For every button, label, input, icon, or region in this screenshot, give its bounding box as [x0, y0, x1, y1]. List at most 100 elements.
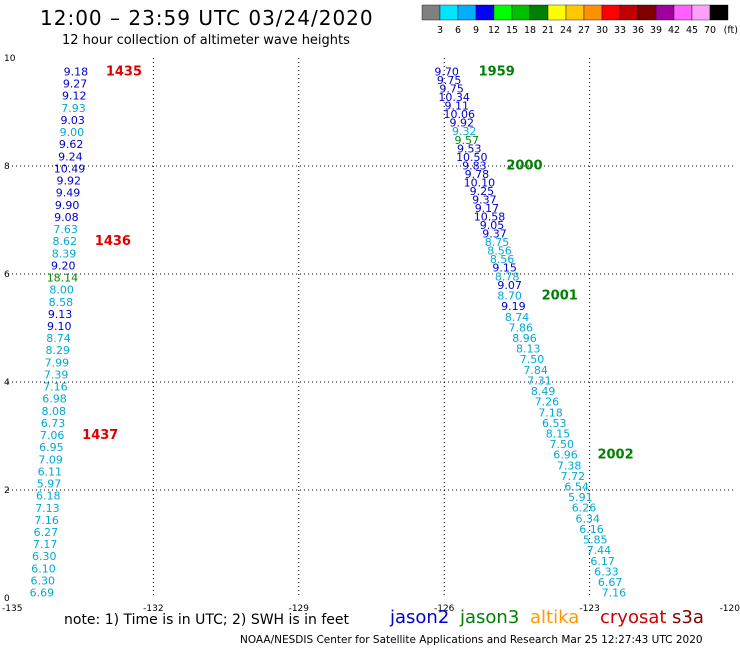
y-tick-label: 8: [4, 162, 10, 172]
wave-height-label: 10.50: [456, 151, 488, 164]
wave-height-label: 7.16: [43, 381, 68, 394]
color-legend: 3 6 9 12 15 18 21 24 27 30 33 36 39 42 45 70 (ft): [421, 4, 738, 36]
legend-tick-label: 33: [614, 25, 626, 36]
wave-height-label: 6.11: [38, 465, 63, 478]
wave-height-label: 6.95: [39, 441, 64, 454]
y-tick-label: 4: [4, 378, 10, 388]
legend-tick-label: 3: [437, 25, 443, 36]
wave-height-label: 8.56: [487, 245, 512, 258]
wave-height-label: 6.33: [594, 565, 619, 578]
legend-tick-label: 21: [542, 25, 554, 36]
x-tick-label: -126: [434, 604, 455, 614]
wave-height-label: 9.15: [492, 262, 517, 275]
wave-height-label: 6.73: [41, 417, 66, 430]
wave-height-label: 8.58: [49, 296, 74, 309]
wave-height-label: 8.74: [505, 311, 530, 324]
satellite-label-s3a: s3a: [672, 607, 704, 628]
wave-height-label: 10.10: [464, 176, 496, 189]
y-tick-label: 0: [4, 594, 10, 604]
wave-height-label: 9.17: [475, 202, 500, 215]
x-tick-label: -123: [579, 604, 599, 614]
legend-tick-label: 45: [686, 25, 698, 36]
wave-height-label: 9.24: [58, 150, 83, 163]
wave-height-label: 9.70: [434, 66, 459, 79]
wave-height-label: 7.06: [40, 429, 65, 442]
pass-time-label: 1436: [95, 234, 131, 249]
wave-height-label: 6.96: [553, 449, 578, 462]
pass-time-label: 1437: [82, 428, 118, 443]
wave-height-label: 9.00: [60, 126, 85, 139]
legend-tick-label: 27: [578, 25, 590, 36]
wave-height-label: 9.75: [439, 83, 464, 96]
legend-tick-label: 39: [650, 25, 662, 36]
wave-height-label: 9.03: [60, 114, 85, 127]
satellite-label-altika: altika: [530, 607, 580, 628]
wave-height-label: 6.10: [31, 562, 56, 575]
wave-height-label: 8.96: [512, 332, 537, 345]
wave-height-label: 8.00: [49, 284, 74, 297]
satellite-label-jason2: jason2: [390, 607, 450, 628]
wave-height-label: 5.85: [583, 534, 608, 547]
wave-height-label: 7.18: [538, 406, 563, 419]
legend-tick-label: 30: [596, 25, 608, 36]
wave-height-label: 9.08: [54, 211, 79, 224]
wave-height-label: 9.90: [55, 199, 80, 212]
wave-height-label: 9.92: [57, 175, 82, 188]
wave-height-label: 9.83: [462, 159, 487, 172]
y-tick-label: 10: [4, 54, 16, 64]
wave-height-label: 9.32: [452, 125, 477, 138]
wave-height-label: 6.30: [32, 550, 57, 563]
wave-height-label: 7.38: [557, 459, 582, 472]
wave-height-label: 5.91: [568, 491, 593, 504]
wave-height-label: 10.58: [474, 211, 506, 224]
wave-height-label: 8.75: [485, 236, 510, 249]
pass-time-label: 1959: [479, 65, 515, 80]
wave-height-label: 6.17: [590, 555, 615, 568]
wave-height-label: 9.12: [62, 90, 87, 103]
wave-height-label: 8.13: [516, 343, 541, 356]
satellite-label-cryosat: cryosat: [600, 607, 667, 628]
wave-height-label: 9.75: [437, 74, 462, 87]
wave-height-label: 7.39: [44, 368, 69, 381]
legend-tick-label: 6: [455, 25, 461, 36]
wave-height-label: 8.15: [546, 427, 571, 440]
wave-height-label: 7.86: [509, 321, 534, 334]
wave-height-label: 7.93: [61, 102, 86, 115]
wave-height-label: 9.57: [455, 134, 480, 147]
legend-tick-label: 42: [668, 25, 680, 36]
footer-note: note: 1) Time is in UTC; 2) SWH is in fe…: [64, 612, 350, 628]
legend-tick-label: 70: [704, 25, 716, 36]
credit-line: NOAA/NESDIS Center for Satellite Applica…: [240, 634, 703, 646]
wave-height-label: 8.08: [42, 405, 67, 418]
satellite-label-jason3: jason3: [460, 607, 520, 628]
wave-height-label: 7.84: [523, 364, 548, 377]
wave-height-label: 7.17: [33, 538, 58, 551]
wave-height-label: 10.34: [438, 91, 470, 104]
wave-height-label: 8.49: [531, 385, 556, 398]
wave-height-label: 9.37: [482, 228, 507, 241]
wave-height-label: 9.53: [457, 142, 482, 155]
wave-height-label: 10.06: [443, 108, 475, 121]
wave-height-label: 9.20: [51, 259, 76, 272]
page-subtitle: 12 hour collection of altimeter wave hei…: [62, 33, 350, 48]
wave-height-label: 8.62: [53, 235, 78, 248]
wave-height-label: 9.10: [47, 320, 72, 333]
wave-height-label: 6.67: [598, 576, 623, 589]
y-tick-label: 2: [4, 486, 10, 496]
wave-height-label: 9.05: [480, 219, 505, 232]
wave-height-label: 7.63: [53, 223, 78, 236]
wave-height-label: 18.14: [47, 272, 79, 285]
wave-height-label: 6.27: [34, 526, 59, 539]
pass-time-label: 2001: [542, 289, 578, 304]
wave-height-label: 6.69: [30, 587, 55, 600]
legend-unit-label: (ft): [724, 25, 738, 36]
wave-height-label: 9.62: [59, 138, 84, 151]
y-tick-label: 6: [4, 270, 10, 280]
wave-height-label: 6.98: [42, 393, 67, 406]
pass-time-label: 2002: [597, 448, 633, 463]
wave-height-label: 7.50: [549, 438, 574, 451]
wave-height-label: 9.18: [64, 66, 89, 79]
wave-height-label: 9.25: [470, 185, 495, 198]
wave-height-label: 8.70: [497, 290, 522, 303]
wave-height-label: 6.16: [579, 523, 604, 536]
